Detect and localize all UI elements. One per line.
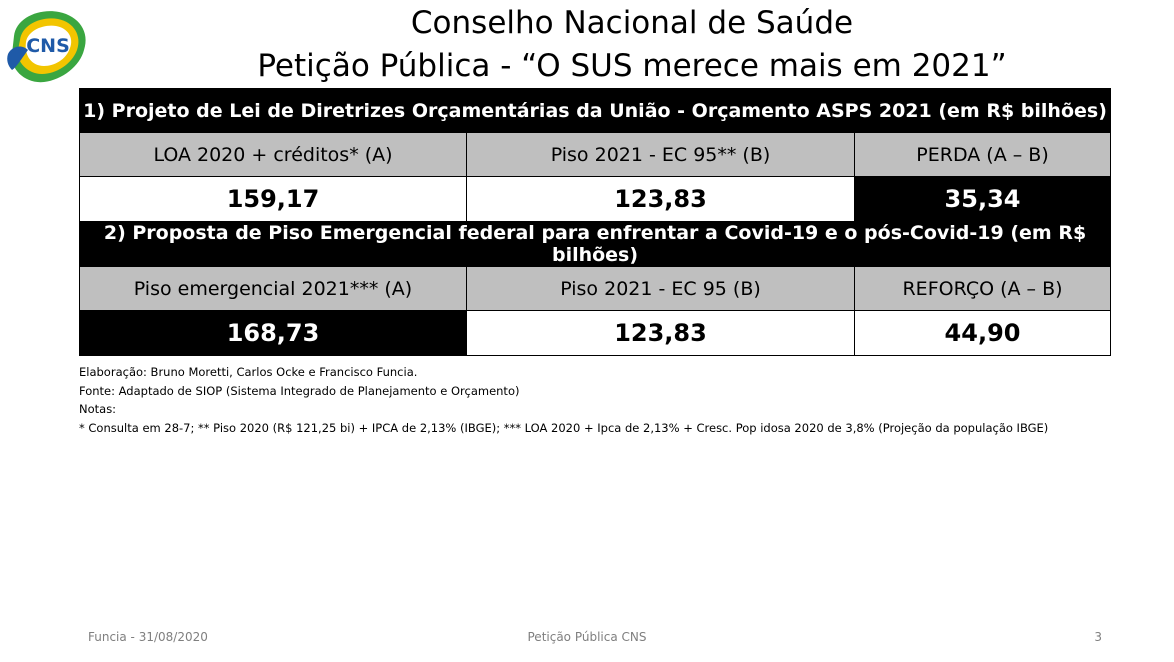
title-line-2: Petição Pública - “O SUS merece mais em … bbox=[257, 48, 1007, 84]
budget-table: 1) Projeto de Lei de Diretrizes Orçament… bbox=[78, 88, 1112, 356]
cns-logo: CNS bbox=[4, 6, 90, 86]
section-2-value-row: 168,73 123,83 44,90 bbox=[79, 310, 1112, 356]
s2-header-diff: REFORÇO (A – B) bbox=[853, 266, 1112, 311]
section-1-heading-row: 1) Projeto de Lei de Diretrizes Orçament… bbox=[78, 88, 1112, 133]
s1-value-a: 159,17 bbox=[79, 176, 467, 222]
cns-logo-text: CNS bbox=[26, 35, 70, 57]
section-2-header-row: Piso emergencial 2021*** (A) Piso 2021 -… bbox=[79, 266, 1112, 311]
footer-date: Funcia - 31/08/2020 bbox=[88, 630, 208, 644]
s2-value-a: 168,73 bbox=[79, 310, 467, 356]
s1-value-diff: 35,34 bbox=[853, 176, 1112, 222]
section-1-header-row: LOA 2020 + créditos* (A) Piso 2021 - EC … bbox=[79, 132, 1112, 177]
s2-value-diff: 44,90 bbox=[853, 310, 1112, 356]
s2-value-b: 123,83 bbox=[466, 310, 855, 356]
section-2-heading: 2) Proposta de Piso Emergencial federal … bbox=[78, 221, 1112, 267]
section-2-heading-row: 2) Proposta de Piso Emergencial federal … bbox=[78, 221, 1112, 267]
page-number: 3 bbox=[1094, 630, 1102, 644]
s2-header-b: Piso 2021 - EC 95 (B) bbox=[466, 266, 855, 311]
s1-header-a: LOA 2020 + créditos* (A) bbox=[79, 132, 467, 177]
footer-title: Petição Pública CNS bbox=[527, 630, 647, 644]
s1-header-diff: PERDA (A – B) bbox=[853, 132, 1112, 177]
s1-header-b: Piso 2021 - EC 95** (B) bbox=[466, 132, 855, 177]
note-source: Fonte: Adaptado de SIOP (Sistema Integra… bbox=[79, 383, 520, 398]
s2-header-a: Piso emergencial 2021*** (A) bbox=[79, 266, 467, 311]
note-heading: Notas: bbox=[79, 402, 117, 416]
section-1-heading: 1) Projeto de Lei de Diretrizes Orçament… bbox=[78, 88, 1112, 133]
note-footnotes: * Consulta em 28-7; ** Piso 2020 (R$ 121… bbox=[79, 420, 1049, 435]
section-1-value-row: 159,17 123,83 35,34 bbox=[79, 176, 1112, 222]
notes-block: Elaboração: Bruno Moretti, Carlos Ocke e… bbox=[79, 363, 1048, 437]
note-authors: Elaboração: Bruno Moretti, Carlos Ocke e… bbox=[79, 365, 418, 379]
s1-value-b: 123,83 bbox=[466, 176, 855, 222]
title-line-1: Conselho Nacional de Saúde bbox=[410, 5, 854, 41]
